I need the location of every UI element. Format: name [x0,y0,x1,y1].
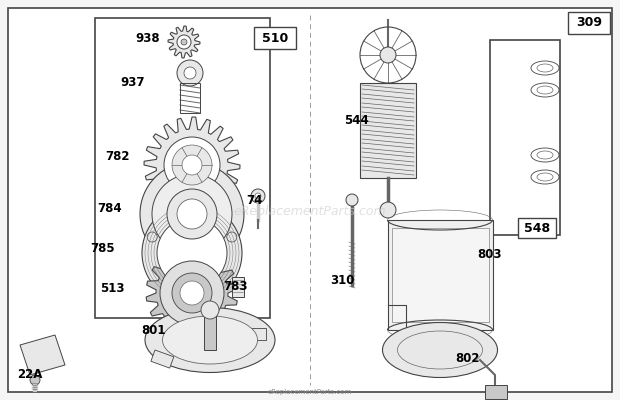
Circle shape [177,60,203,86]
Bar [388,220,493,330]
Circle shape [346,194,358,206]
Text: 510: 510 [262,32,288,44]
Circle shape [172,273,212,313]
Bar [95,18,270,318]
Circle shape [180,281,204,305]
Circle shape [157,218,227,288]
Bar [490,40,560,235]
Text: 803: 803 [478,248,502,262]
Text: 784: 784 [98,202,122,216]
Circle shape [167,189,217,239]
Text: 513: 513 [100,282,124,296]
Text: 785: 785 [91,242,115,256]
Polygon shape [144,117,240,213]
Ellipse shape [145,308,275,372]
Polygon shape [146,247,238,339]
Circle shape [140,162,244,266]
Text: 544: 544 [343,114,368,126]
Polygon shape [20,335,65,375]
Bar [568,12,610,34]
Circle shape [177,199,207,229]
Circle shape [164,137,220,193]
Circle shape [227,232,237,242]
Ellipse shape [397,331,482,369]
Circle shape [251,189,265,203]
Bar [254,27,296,49]
Circle shape [172,145,212,185]
Text: eReplacementParts.com: eReplacementParts.com [268,389,352,395]
Bar [204,310,216,350]
Circle shape [147,232,157,242]
Circle shape [380,47,396,63]
Bar [360,83,416,178]
Ellipse shape [162,316,257,364]
Circle shape [177,35,191,49]
Bar [392,228,489,322]
Bar [180,83,200,113]
Text: 937: 937 [121,76,145,90]
Text: 801: 801 [141,324,166,336]
Text: 22A: 22A [17,368,43,382]
Text: 309: 309 [576,16,602,30]
Text: 310: 310 [330,274,354,286]
Text: 548: 548 [524,222,550,234]
Text: 802: 802 [456,352,480,364]
Circle shape [142,203,242,303]
Ellipse shape [383,322,497,378]
Bar [485,385,507,399]
Text: 783: 783 [223,280,247,292]
Circle shape [201,301,219,319]
Circle shape [182,155,202,175]
Circle shape [187,163,197,173]
Text: eReplacementParts.com: eReplacementParts.com [234,206,386,218]
Bar [518,218,556,238]
Circle shape [255,193,261,199]
Text: 74: 74 [246,194,262,206]
Circle shape [181,39,187,45]
Bar [248,328,266,340]
Circle shape [30,375,40,385]
Circle shape [160,261,224,325]
Text: 782: 782 [106,150,130,164]
Circle shape [380,202,396,218]
Bar [151,350,174,368]
Circle shape [152,174,232,254]
Polygon shape [168,26,200,58]
Circle shape [184,67,196,79]
Bar [232,277,244,297]
Text: 938: 938 [136,32,161,44]
